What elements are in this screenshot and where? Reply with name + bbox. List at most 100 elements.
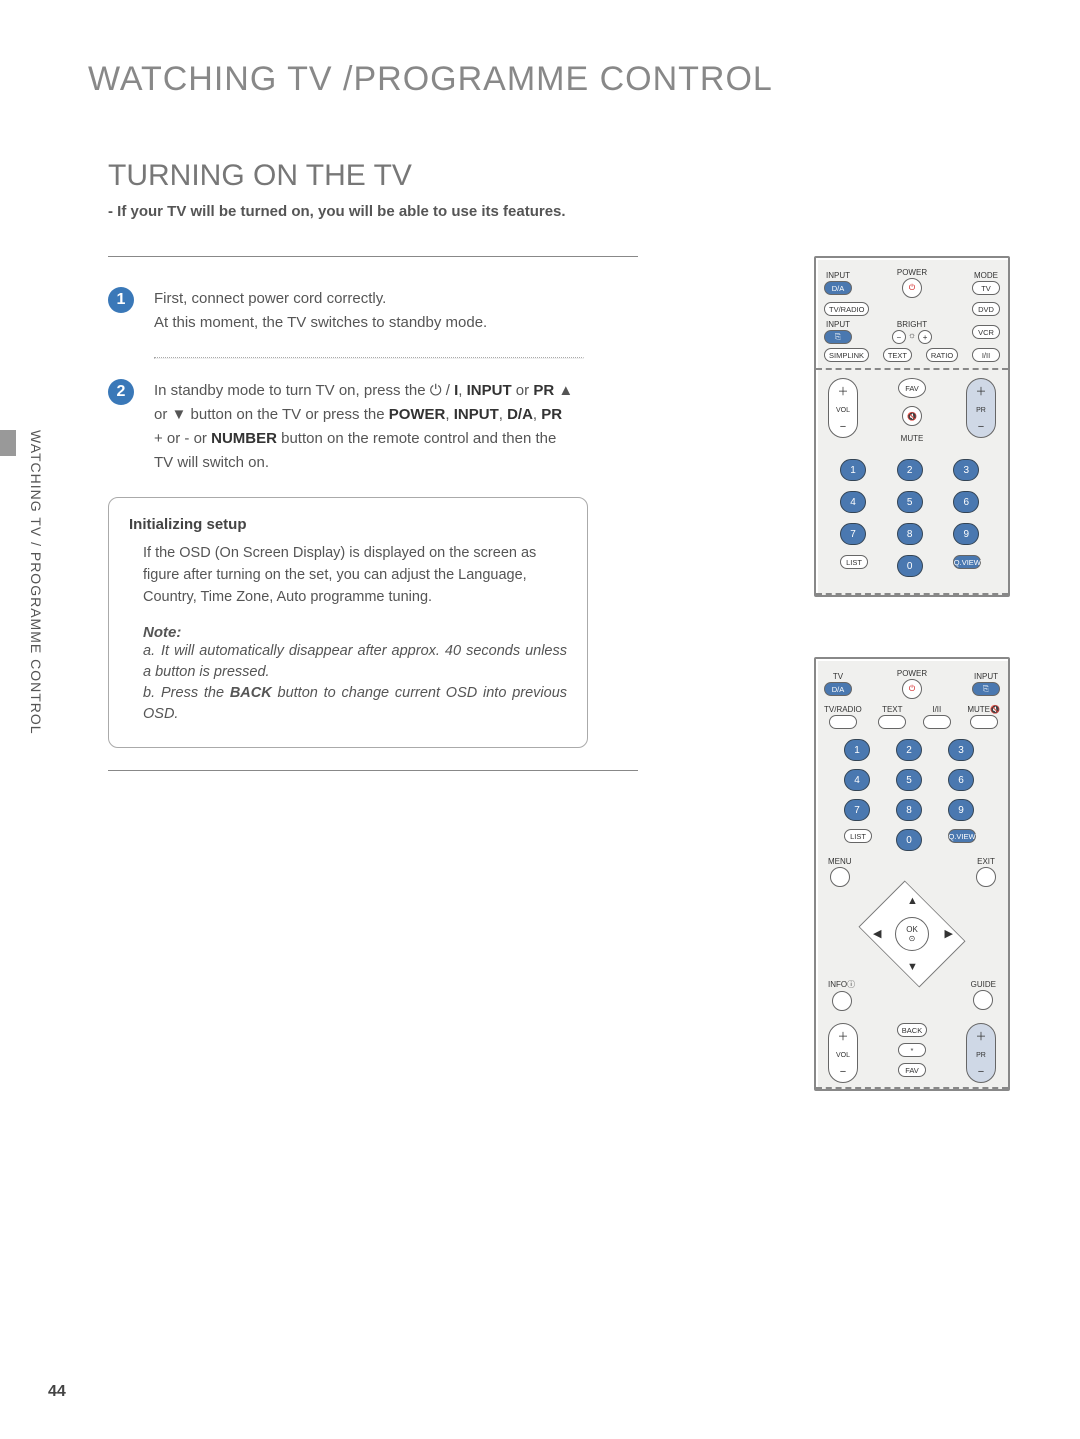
t: + or - or bbox=[154, 430, 211, 447]
t: or bbox=[512, 382, 534, 399]
power-button: ⏻ bbox=[902, 679, 922, 699]
input-button: ⎘ bbox=[972, 682, 1000, 696]
note-label: Note: bbox=[143, 624, 567, 641]
label: POWER bbox=[897, 669, 927, 678]
vol-rocker: ＋VOL− bbox=[828, 378, 858, 438]
step-badge: 1 bbox=[108, 287, 134, 313]
t: NUMBER bbox=[211, 430, 277, 447]
label: TEXT bbox=[882, 705, 902, 714]
num-4: 4 bbox=[840, 491, 866, 513]
menu-button bbox=[830, 867, 850, 887]
fav-button: FAV bbox=[898, 1063, 926, 1077]
t: D/A bbox=[507, 406, 533, 423]
side-tab-label: WATCHING TV / PROGRAMME CONTROL bbox=[28, 430, 44, 735]
t: button on the TV or press the bbox=[191, 406, 389, 423]
t: , bbox=[533, 406, 541, 423]
side-tab-marker bbox=[0, 430, 16, 456]
label: PR bbox=[976, 1052, 986, 1059]
info-box: Initializing setup If the OSD (On Screen… bbox=[108, 497, 588, 748]
section-title: TURNING ON THE TV bbox=[108, 159, 1010, 193]
num-8: 8 bbox=[896, 799, 922, 821]
line: At this moment, the TV switches to stand… bbox=[154, 314, 487, 331]
up-arrow-icon: ▲ bbox=[554, 382, 573, 399]
num-6: 6 bbox=[953, 491, 979, 513]
divider bbox=[108, 770, 638, 771]
text-button: TEXT bbox=[883, 348, 912, 362]
ok-button: OK⊙ bbox=[895, 917, 929, 951]
t: POWER bbox=[389, 406, 446, 423]
label: GUIDE bbox=[971, 980, 996, 989]
num-7: 7 bbox=[840, 523, 866, 545]
mute-button: 🔇 bbox=[902, 406, 922, 426]
t: , bbox=[445, 406, 453, 423]
simplink-button: SIMPLINK bbox=[824, 348, 869, 362]
info-box-title: Initializing setup bbox=[129, 516, 567, 533]
divider bbox=[108, 256, 638, 257]
num-9: 9 bbox=[953, 523, 979, 545]
remote-illustration-2: TVD/A POWER⏻ INPUT⎘ TV/RADIO TEXT I/II M… bbox=[814, 657, 1010, 1091]
exit-button bbox=[976, 867, 996, 887]
da-button: D/A bbox=[824, 682, 852, 696]
power-icon: ⏻ bbox=[430, 382, 442, 399]
label: INPUT bbox=[826, 320, 850, 329]
t: In standby mode to turn TV on, press the bbox=[154, 382, 430, 399]
text-button bbox=[878, 715, 906, 729]
num-7: 7 bbox=[844, 799, 870, 821]
num-5: 5 bbox=[897, 491, 923, 513]
t: PR bbox=[541, 406, 562, 423]
up-arrow-icon: ▲ bbox=[907, 895, 918, 907]
tvradio-button: TV/RADIO bbox=[824, 302, 869, 316]
label: EXIT bbox=[977, 857, 995, 866]
t: a. bbox=[143, 641, 161, 662]
num-9: 9 bbox=[948, 799, 974, 821]
subtitle: - If your TV will be turned on, you will… bbox=[108, 203, 1010, 220]
num-2: 2 bbox=[897, 459, 923, 481]
num-4: 4 bbox=[844, 769, 870, 791]
label: VOL bbox=[836, 1052, 850, 1059]
t: , bbox=[458, 382, 466, 399]
iii-button bbox=[923, 715, 951, 729]
t: or bbox=[154, 406, 167, 423]
t: INPUT bbox=[467, 382, 512, 399]
qview-button: Q.VIEW bbox=[948, 829, 976, 843]
num-8: 8 bbox=[897, 523, 923, 545]
power-button: ⏻ bbox=[902, 278, 922, 298]
number-pad: 1 2 3 4 5 6 7 8 9 LIST 0 Q.VIEW bbox=[824, 733, 1000, 857]
dotted-separator bbox=[154, 357, 584, 359]
label: INFOⓘ bbox=[828, 979, 855, 990]
t: PR bbox=[533, 382, 554, 399]
info-button bbox=[832, 991, 852, 1011]
qview-button: Q.VIEW bbox=[953, 555, 981, 569]
t: / bbox=[442, 382, 455, 399]
bright-minus: − bbox=[892, 330, 906, 344]
step-2: 2 In standby mode to turn TV on, press t… bbox=[108, 379, 688, 475]
info-box-text: If the OSD (On Screen Display) is displa… bbox=[143, 543, 567, 608]
step-text: First, connect power cord correctly. At … bbox=[154, 287, 487, 335]
num-3: 3 bbox=[953, 459, 979, 481]
dash-divider bbox=[816, 1087, 1008, 1089]
input-button: ⎘ bbox=[824, 330, 852, 344]
down-arrow-icon: ▼ bbox=[167, 406, 190, 423]
da-button: D/A bbox=[824, 281, 852, 295]
side-tab: WATCHING TV / PROGRAMME CONTROL bbox=[0, 430, 48, 790]
label: VOL bbox=[836, 407, 850, 414]
t: Press the bbox=[161, 685, 230, 701]
label: TV bbox=[833, 672, 843, 681]
page-title: WATCHING TV /PROGRAMME CONTROL bbox=[88, 60, 1010, 99]
num-0: 0 bbox=[897, 555, 923, 577]
label: BRIGHT bbox=[897, 320, 927, 329]
vol-rocker: ＋VOL− bbox=[828, 1023, 858, 1083]
bright-plus: + bbox=[918, 330, 932, 344]
num-2: 2 bbox=[896, 739, 922, 761]
num-5: 5 bbox=[896, 769, 922, 791]
dash-divider bbox=[816, 593, 1008, 595]
note-a: a.It will automatically disappear after … bbox=[143, 641, 567, 683]
page-number: 44 bbox=[48, 1383, 66, 1401]
dvd-button: DVD bbox=[972, 302, 1000, 316]
step-1: 1 First, connect power cord correctly. A… bbox=[108, 287, 688, 335]
num-6: 6 bbox=[948, 769, 974, 791]
label: TV/RADIO bbox=[824, 705, 862, 714]
list-button: LIST bbox=[844, 829, 872, 843]
guide-button bbox=[973, 990, 993, 1010]
list-button: LIST bbox=[840, 555, 868, 569]
